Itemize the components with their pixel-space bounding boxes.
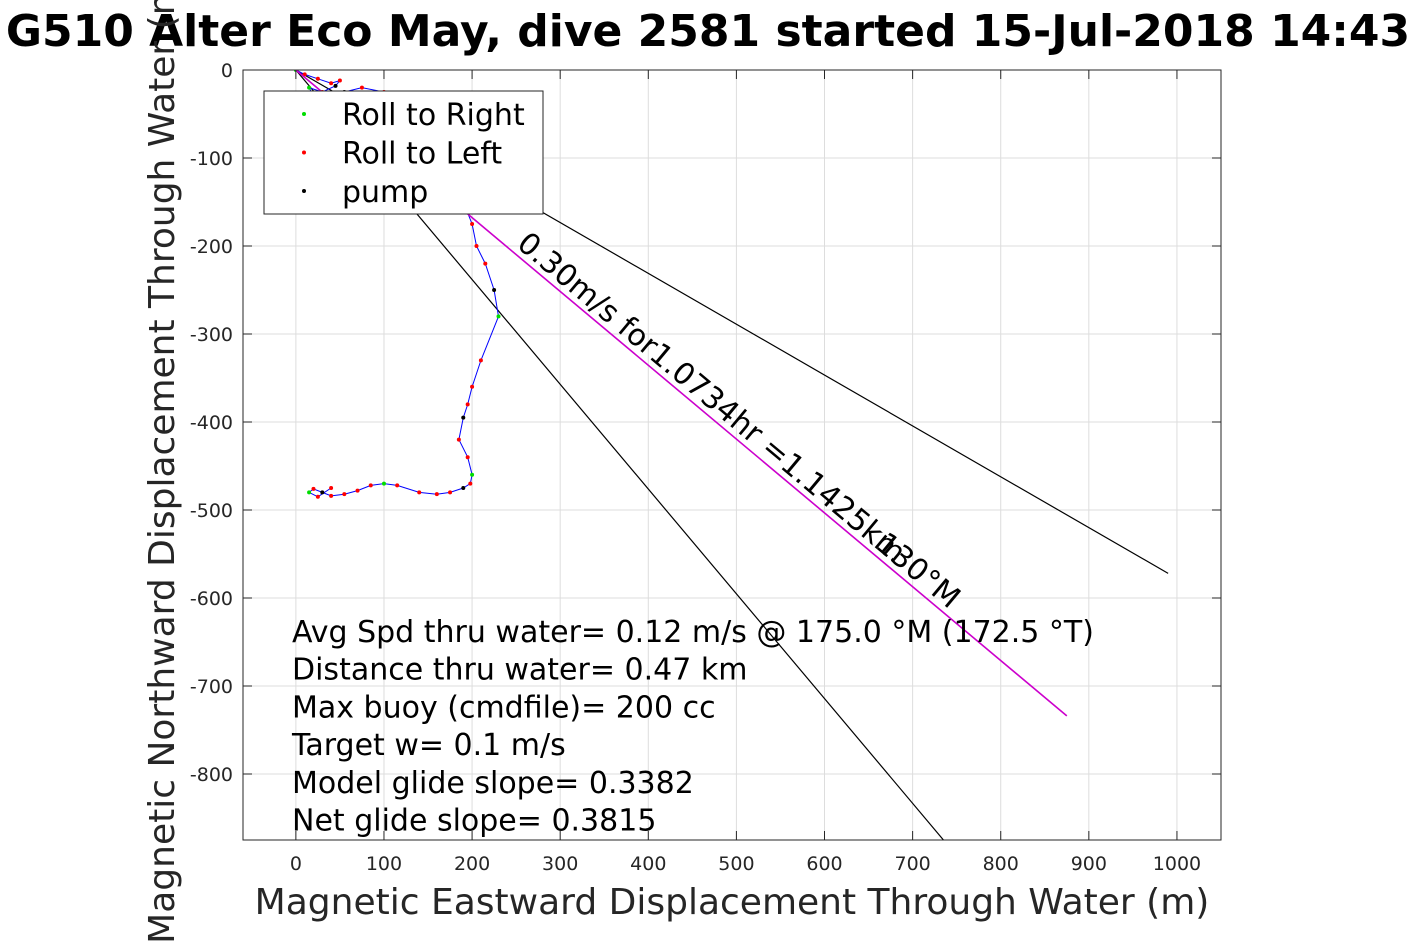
x-tick-label: 400 bbox=[630, 853, 666, 875]
track-point bbox=[470, 384, 475, 389]
track-point bbox=[478, 358, 483, 363]
track-point bbox=[315, 76, 320, 81]
track-point bbox=[381, 481, 386, 486]
y-tick-label: -500 bbox=[190, 500, 233, 522]
track-point bbox=[329, 493, 334, 498]
track-point bbox=[329, 486, 334, 490]
y-tick-label: -600 bbox=[190, 588, 233, 610]
track-point bbox=[474, 244, 479, 248]
stat-line: Distance thru water= 0.47 km bbox=[292, 653, 747, 688]
track-point bbox=[337, 78, 342, 83]
track-point bbox=[468, 481, 473, 486]
track-point bbox=[315, 494, 320, 499]
track-point bbox=[461, 415, 466, 420]
track-point bbox=[496, 314, 501, 319]
track-point bbox=[470, 472, 475, 477]
x-tick-label: 900 bbox=[1071, 853, 1107, 875]
stat-line: Avg Spd thru water= 0.12 m/s @ 175.0 °M … bbox=[292, 615, 1094, 650]
track-point bbox=[448, 490, 453, 495]
x-axis-label: Magnetic Eastward Displacement Through W… bbox=[255, 882, 1210, 923]
stat-line: Model glide slope= 0.3382 bbox=[292, 766, 694, 801]
y-ticks: 0 -100 -200 -300 -400 -500 -600 -700 -800 bbox=[190, 60, 1221, 786]
track-point bbox=[461, 486, 466, 490]
stat-line: Target w= 0.1 m/s bbox=[291, 728, 566, 763]
heading-text: 0.30m/s for1.0734hr =1.1425km bbox=[510, 226, 912, 571]
y-tick-label: -300 bbox=[190, 324, 233, 346]
track-point bbox=[465, 402, 470, 407]
legend-marker bbox=[302, 150, 306, 155]
track-point bbox=[368, 483, 373, 488]
track-point bbox=[355, 488, 360, 493]
heading-label: 130°M bbox=[869, 526, 967, 616]
x-tick-label: 200 bbox=[454, 853, 490, 875]
y-tick-label: -400 bbox=[190, 412, 233, 434]
x-tick-label: 600 bbox=[806, 853, 842, 875]
track-point bbox=[434, 492, 439, 497]
y-tick-label: -200 bbox=[190, 236, 233, 258]
x-tick-label: 300 bbox=[542, 853, 578, 875]
y-axis-label: Magnetic Northward Displacement Through … bbox=[142, 0, 183, 944]
track-point bbox=[342, 492, 347, 497]
legend-label: Roll to Right bbox=[342, 98, 525, 133]
track-point bbox=[307, 85, 312, 90]
track-point bbox=[307, 490, 312, 495]
track-point bbox=[465, 455, 470, 460]
track-point bbox=[311, 486, 316, 491]
x-tick-label: 700 bbox=[894, 853, 930, 875]
track-point bbox=[329, 81, 334, 86]
stats-text: Avg Spd thru water= 0.12 m/s @ 175.0 °M … bbox=[291, 615, 1094, 839]
legend-label: pump bbox=[342, 175, 428, 210]
track-point bbox=[456, 437, 461, 442]
x-tick-label: 500 bbox=[718, 853, 754, 875]
x-ticks: 0 100 200 300 400 500 600 700 800 900 1000 bbox=[290, 70, 1201, 875]
track-point bbox=[492, 288, 497, 292]
stat-line: Max buoy (cmdfile)= 200 cc bbox=[292, 690, 716, 725]
y-tick-label: -800 bbox=[190, 764, 233, 786]
x-tick-label: 0 bbox=[290, 853, 302, 875]
chart-title: G510 Alter Eco May, dive 2581 started 15… bbox=[6, 6, 1410, 57]
x-tick-label: 1000 bbox=[1153, 853, 1201, 875]
x-tick-label: 800 bbox=[983, 853, 1019, 875]
y-tick-label: -700 bbox=[190, 676, 233, 698]
track-point bbox=[483, 261, 488, 266]
track-point bbox=[333, 83, 338, 88]
legend-marker bbox=[302, 189, 306, 193]
stat-line: Net glide slope= 0.3815 bbox=[292, 804, 656, 839]
y-tick-label: -100 bbox=[190, 148, 233, 170]
legend-label: Roll to Left bbox=[342, 137, 502, 172]
y-tick-label: 0 bbox=[221, 60, 233, 82]
x-tick-label: 100 bbox=[366, 853, 402, 875]
track-point bbox=[395, 483, 400, 488]
legend-box bbox=[263, 90, 544, 215]
track-point bbox=[417, 490, 422, 495]
track-point bbox=[359, 85, 364, 90]
track-point bbox=[320, 490, 325, 495]
track-point bbox=[470, 222, 475, 226]
axes-box bbox=[242, 69, 1222, 841]
track-point bbox=[302, 72, 307, 77]
legend-marker bbox=[302, 112, 306, 116]
